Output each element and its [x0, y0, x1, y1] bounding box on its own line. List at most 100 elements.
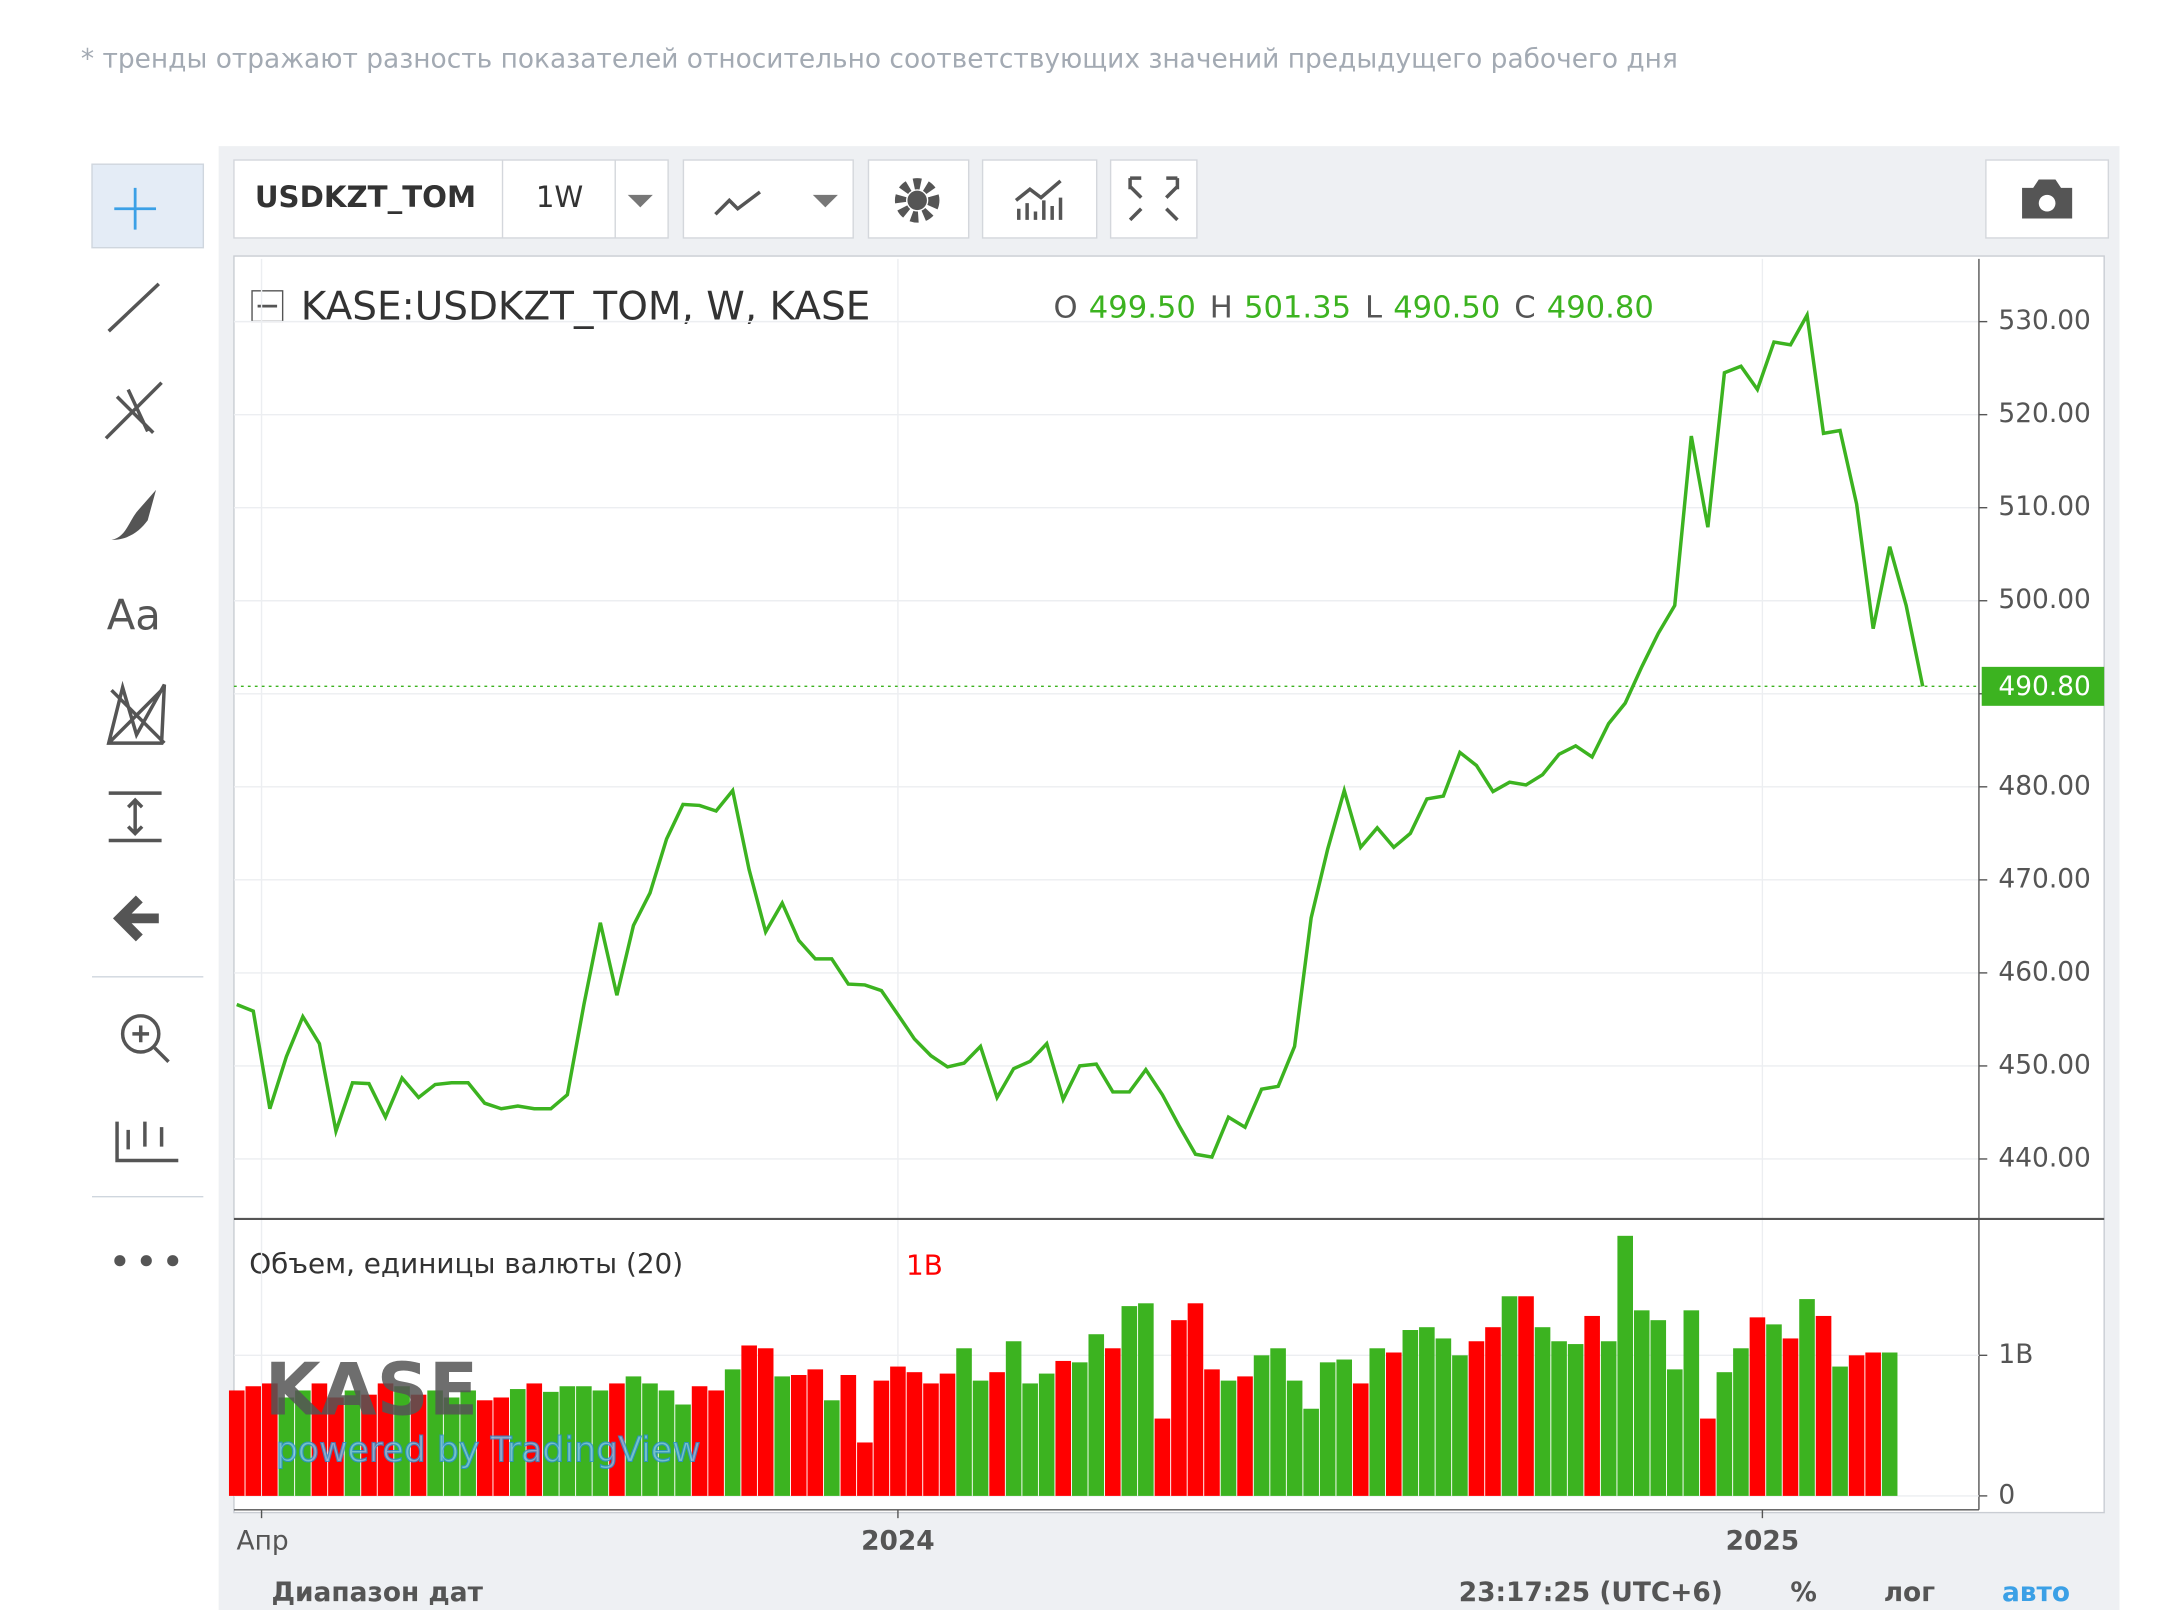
volume-bar	[1534, 1327, 1551, 1496]
volume-bar	[790, 1374, 807, 1496]
last-price-box	[1981, 666, 2105, 706]
y-tick-label: 440.00	[1998, 1142, 2090, 1173]
text-tool[interactable]: Aa	[107, 590, 161, 639]
more-tools[interactable]	[114, 1255, 179, 1267]
volume-bar	[972, 1380, 989, 1496]
volume-bar	[245, 1386, 262, 1496]
y-tick-label: 500.00	[1998, 584, 2090, 615]
ohlc-value: 490.80	[1547, 290, 1654, 325]
volume-bar	[1551, 1341, 1567, 1496]
pitchfork-tool[interactable]	[104, 381, 163, 440]
volume-bar	[410, 1394, 427, 1496]
volume-bar	[559, 1386, 576, 1496]
back-tool[interactable]	[112, 895, 159, 942]
volume-bar	[807, 1369, 824, 1496]
volume-bar	[1815, 1315, 1832, 1496]
volume-bar	[1452, 1355, 1468, 1496]
volume-bar	[460, 1390, 476, 1496]
volume-last-label: 1B	[906, 1248, 943, 1281]
volume-bar	[526, 1383, 543, 1496]
volume-bar	[1683, 1310, 1700, 1496]
watermark-logo: KASE	[265, 1348, 479, 1432]
percent-toggle[interactable]: %	[1790, 1577, 1816, 1608]
volume-bar	[1121, 1306, 1138, 1496]
volume-bar	[1733, 1348, 1749, 1496]
volume-bar	[1650, 1320, 1667, 1496]
volume-bar	[1419, 1327, 1435, 1496]
volume-bar	[824, 1400, 840, 1496]
volume-bar	[857, 1442, 873, 1496]
volume-bar	[1435, 1338, 1452, 1496]
volume-bar	[1171, 1320, 1187, 1496]
volume-bar	[1319, 1362, 1336, 1496]
volume-bar	[1038, 1373, 1055, 1496]
volume-bar	[427, 1390, 443, 1496]
volume-bar	[543, 1391, 559, 1496]
volume-bar	[1799, 1299, 1815, 1496]
volume-bar	[956, 1348, 972, 1496]
brush-tool[interactable]	[111, 489, 157, 540]
auto-toggle[interactable]: авто	[2002, 1577, 2070, 1608]
indicators-button[interactable]	[981, 159, 1098, 239]
pattern-tool[interactable]	[106, 680, 167, 745]
volume-bar	[1848, 1355, 1865, 1496]
volume-bar	[443, 1397, 460, 1496]
y-tick-label: 480.00	[1998, 770, 2090, 801]
fullscreen-button[interactable]	[1109, 159, 1198, 239]
volume-bar	[923, 1383, 939, 1496]
volume-bar	[278, 1397, 295, 1496]
volume-bar	[1138, 1303, 1154, 1496]
date-range[interactable]: Диапазон дат	[272, 1577, 484, 1608]
symbol-box[interactable]	[233, 159, 669, 239]
line-tool[interactable]	[107, 282, 161, 333]
ruler-tool[interactable]	[115, 1121, 179, 1163]
crosshair-tool[interactable]	[91, 163, 205, 249]
price-line	[236, 309, 1925, 1160]
crosshair-icon	[114, 187, 157, 230]
volume-bar	[1105, 1348, 1121, 1496]
volume-bar	[394, 1386, 410, 1496]
volume-bar	[1667, 1369, 1683, 1496]
volume-bar	[1468, 1341, 1485, 1496]
volume-bar	[1633, 1310, 1650, 1496]
volume-bar	[1518, 1296, 1534, 1496]
volume-bar	[906, 1372, 923, 1496]
symbol[interactable]: USDKZT_TOM	[255, 180, 476, 214]
volume-bar	[741, 1345, 757, 1496]
interval[interactable]: 1W	[536, 180, 583, 214]
volume-bar	[1881, 1352, 1898, 1496]
series-title: KASE:USDKZT_TOM, W, KASE	[301, 284, 871, 329]
dropdown-arrow[interactable]	[627, 194, 653, 208]
measure-tool[interactable]	[108, 791, 162, 843]
volume-bar	[1187, 1303, 1204, 1496]
volume-bar	[377, 1383, 394, 1496]
volume-bar	[295, 1390, 311, 1496]
log-toggle[interactable]: лог	[1884, 1577, 1936, 1608]
chart-area	[233, 255, 2105, 1514]
zoom-tool[interactable]	[120, 1014, 161, 1054]
volume-bar	[1303, 1408, 1319, 1496]
volume-bar	[262, 1383, 278, 1496]
camera-lens	[2038, 194, 2056, 212]
volume-bar	[476, 1400, 493, 1496]
volume-bar	[509, 1389, 526, 1496]
left-toolbar: Aa	[91, 163, 205, 1267]
y-tick-label: 470.00	[1998, 863, 2090, 894]
ohlc-value: 501.35	[1244, 290, 1351, 325]
volume-bar	[890, 1366, 906, 1496]
volume-bar	[1766, 1324, 1782, 1496]
volume-bar	[1865, 1352, 1881, 1496]
watermark-powered: powered by TradingView	[276, 1430, 701, 1470]
volume-bar	[1071, 1362, 1088, 1496]
volume-bar	[642, 1383, 658, 1496]
volume-bar	[675, 1404, 691, 1496]
volume-bar	[1088, 1334, 1105, 1496]
settings-icon	[907, 190, 927, 211]
volume-bar	[1386, 1352, 1402, 1496]
volume-bar	[1485, 1327, 1501, 1496]
dropdown-arrow[interactable]	[812, 194, 838, 208]
volume-bar	[840, 1374, 857, 1496]
ohlc-key: H	[1210, 290, 1233, 325]
ohlc-key: L	[1365, 290, 1382, 325]
volume-bar	[1154, 1418, 1171, 1496]
